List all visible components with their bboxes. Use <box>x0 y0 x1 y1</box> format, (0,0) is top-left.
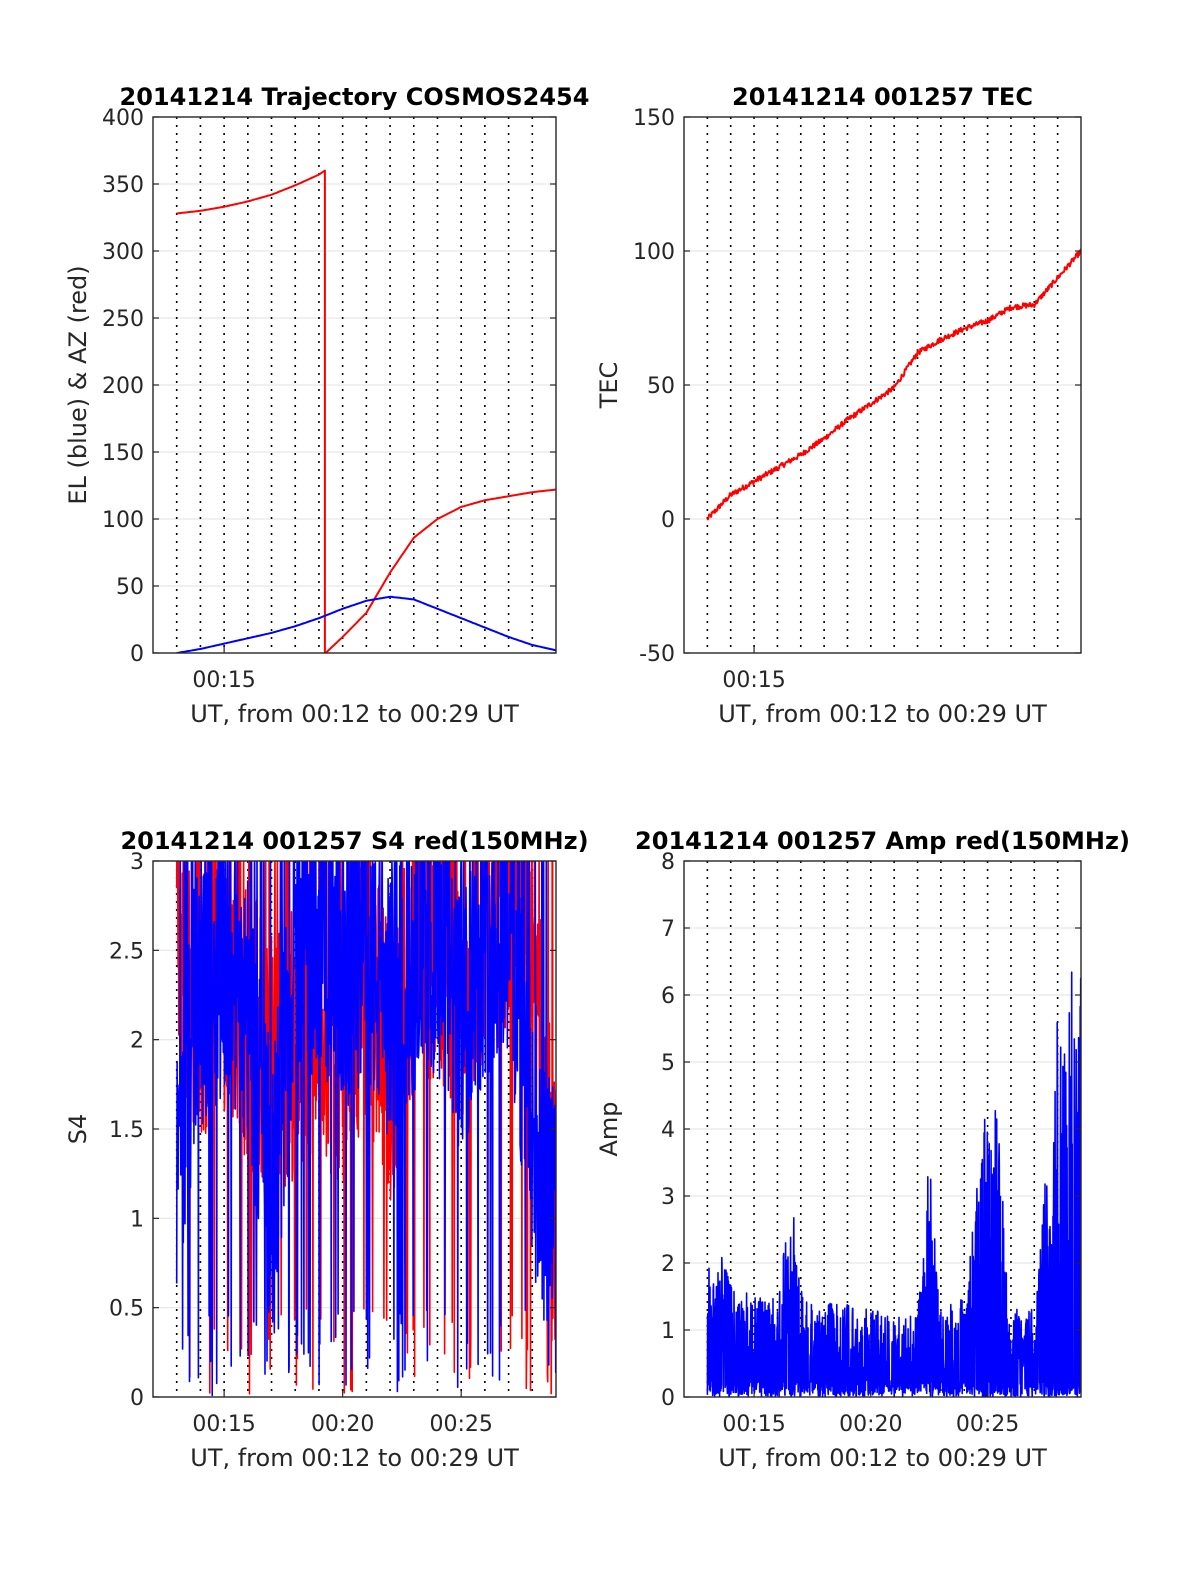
x-axis-label: UT, from 00:12 to 00:29 UT <box>718 700 1047 728</box>
x-tick-label: 00:25 <box>956 1412 1019 1437</box>
chart-title: 20141214 Trajectory COSMOS2454 <box>120 83 590 111</box>
chart-p1: 0 50 100 150 200 250 300 350 400 00:15 20141214 Tr… <box>64 83 589 728</box>
y-tick-label: 4 <box>661 1118 675 1143</box>
y-axis-label: S4 <box>64 1114 92 1145</box>
y-tick-label: 200 <box>102 374 144 399</box>
x-tick-label: 00:15 <box>722 668 785 693</box>
data-layer <box>176 169 556 653</box>
y-tick-label: 350 <box>102 173 144 198</box>
y-tick-label: 8 <box>661 850 675 875</box>
y-tick-label: -50 <box>639 642 675 667</box>
data-layer <box>175 861 556 1397</box>
y-tick-label: 0 <box>661 508 675 533</box>
y-tick-label: 0 <box>130 642 144 667</box>
chart-p2: -50 0 50 100 150 00:15 20141214 001257 TEC UT, … <box>595 83 1082 728</box>
y-tick-label: 2 <box>661 1252 675 1277</box>
series-line-0 <box>176 169 556 653</box>
y-tick-label: 400 <box>102 106 144 131</box>
y-tick-label: 2.5 <box>109 939 144 964</box>
y-tick-label: 6 <box>661 984 675 1009</box>
y-tick-label: 0 <box>130 1386 144 1411</box>
y-tick-label: 150 <box>102 441 144 466</box>
y-tick-label: 100 <box>102 508 144 533</box>
y-axis-label: TEC <box>595 362 623 410</box>
chart-title: 20141214 001257 Amp red(150MHz) <box>635 827 1130 855</box>
series-line-1 <box>176 595 556 653</box>
y-tick-label: 3 <box>130 850 144 875</box>
y-axis-label: Amp <box>595 1101 623 1156</box>
data-layer <box>706 248 1081 521</box>
y-tick-label: 50 <box>647 374 675 399</box>
x-tick-label: 00:15 <box>192 1412 255 1437</box>
x-tick-label: 00:15 <box>722 1412 785 1437</box>
series-line-1 <box>175 861 556 1397</box>
y-tick-label: 1 <box>661 1319 675 1344</box>
x-axis-label: UT, from 00:12 to 00:29 UT <box>190 1444 519 1472</box>
y-tick-label: 1 <box>130 1207 144 1232</box>
y-tick-label: 50 <box>116 575 144 600</box>
x-tick-label: 00:15 <box>192 668 255 693</box>
x-tick-label: 00:20 <box>839 1412 902 1437</box>
y-tick-label: 300 <box>102 240 144 265</box>
chart-title: 20141214 001257 TEC <box>732 83 1033 111</box>
y-tick-label: 0 <box>661 1386 675 1411</box>
x-tick-label: 00:25 <box>429 1412 492 1437</box>
y-tick-label: 2 <box>130 1029 144 1054</box>
y-tick-label: 100 <box>633 240 675 265</box>
y-tick-label: 250 <box>102 307 144 332</box>
chart-p4: 0 1 2 3 4 5 6 7 8 00:15 00:20 00:25 20141214 001257 … <box>595 827 1130 1472</box>
x-axis-label: UT, from 00:12 to 00:29 UT <box>190 700 519 728</box>
y-tick-label: 0.5 <box>109 1297 144 1322</box>
y-tick-label: 5 <box>661 1051 675 1076</box>
chart-p3: 0 0.5 1 1.5 2 2.5 3 00:15 00:20 00:25 20141214 001… <box>64 827 589 1472</box>
x-axis-label: UT, from 00:12 to 00:29 UT <box>718 1444 1047 1472</box>
series-line-0 <box>706 248 1081 521</box>
y-tick-label: 3 <box>661 1185 675 1210</box>
y-tick-label: 7 <box>661 917 675 942</box>
chart-title: 20141214 001257 S4 red(150MHz) <box>120 827 588 855</box>
y-axis-label: EL (blue) & AZ (red) <box>64 265 92 504</box>
x-tick-label: 00:20 <box>311 1412 374 1437</box>
y-tick-label: 1.5 <box>109 1118 144 1143</box>
y-tick-label: 150 <box>633 106 675 131</box>
